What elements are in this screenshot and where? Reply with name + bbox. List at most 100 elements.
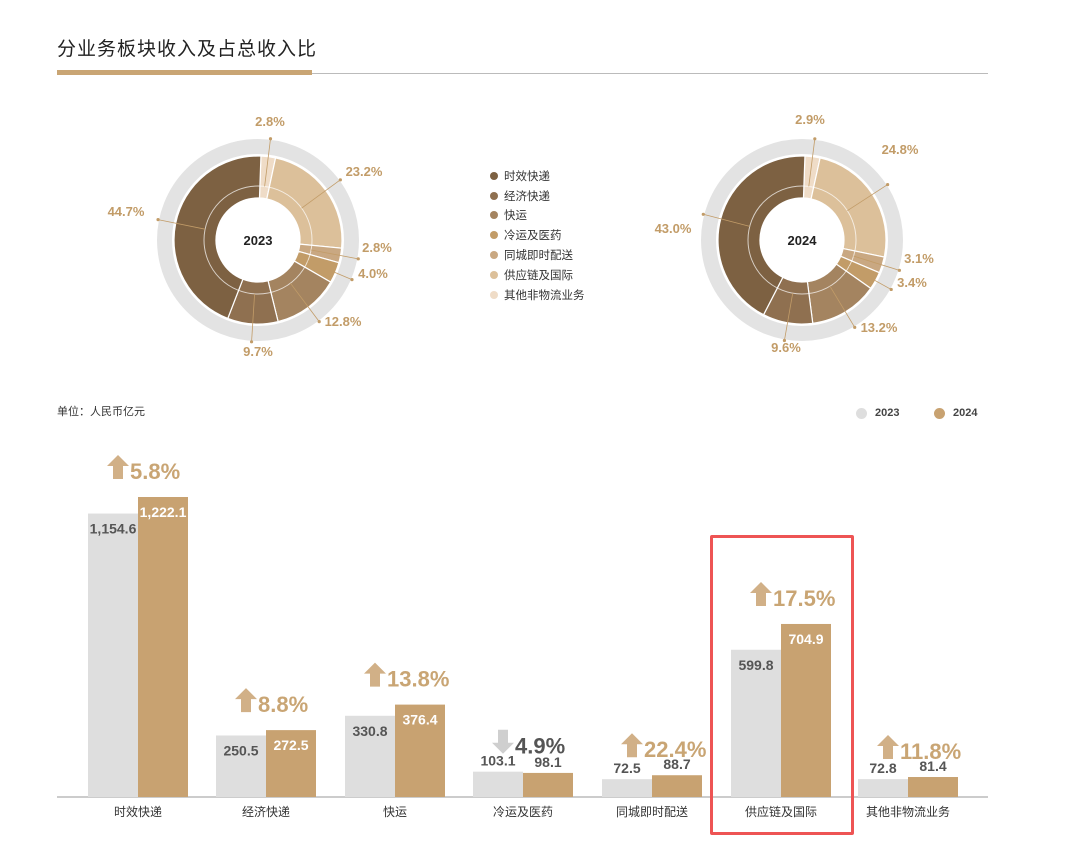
legend-swatch-2024 (934, 407, 945, 419)
donut-percent-label: 12.8% (325, 314, 362, 329)
legend-item-2023: 2023 (856, 407, 899, 419)
bar-value-2024: 272.5 (273, 737, 308, 753)
donut-leader-line (307, 260, 353, 281)
legend-swatch (490, 251, 498, 260)
donut-leader-line (290, 282, 320, 322)
donut-inner-ring (747, 185, 857, 295)
growth-label: 4.9% (515, 734, 565, 759)
donut-leader-line (847, 184, 888, 211)
legend-item-2024: 2024 (934, 407, 977, 419)
donut-leader-line (829, 286, 856, 328)
donut-leader-dot (701, 212, 705, 216)
legend-label: 经济快递 (504, 188, 550, 203)
donut-slice (717, 155, 806, 316)
bar-value-2023: 1,154.6 (90, 521, 137, 537)
bar-2023 (216, 735, 266, 797)
donut-center-label: 2024 (788, 233, 818, 248)
legend-item: 经济快递 (490, 186, 585, 206)
donut-percent-label: 23.2% (346, 164, 383, 179)
donut-percent-label: 13.2% (861, 320, 898, 335)
growth-label: 5.8% (130, 459, 180, 484)
growth-label: 8.8% (258, 692, 308, 717)
bar-2023 (345, 715, 395, 797)
bar-2024 (908, 777, 958, 797)
legend-swatch-2023 (856, 407, 867, 419)
bar-value-2024: 88.7 (663, 756, 690, 772)
bar-value-2024: 376.4 (402, 712, 437, 728)
legend-swatch (490, 231, 498, 240)
legend-item: 供应链及国际 (490, 265, 585, 285)
donut-leader-dot (813, 137, 817, 141)
bar-2023 (858, 779, 908, 797)
donut-leader-dot (356, 257, 360, 261)
legend-swatch (490, 270, 498, 279)
highlight-box (710, 535, 854, 835)
donut-percent-label: 9.7% (243, 344, 273, 359)
growth-label: 17.5% (773, 586, 835, 611)
donut-leader-dot (889, 287, 893, 292)
donut-leader-line (301, 179, 341, 209)
donut-leader-line (853, 255, 900, 271)
donut-percent-label: 3.4% (897, 275, 927, 290)
donut-percent-label: 2.8% (255, 114, 285, 129)
bar-2024 (523, 772, 573, 797)
legend-swatch (490, 211, 498, 220)
category-label: 同城即时配送 (616, 804, 688, 819)
legend-label: 快运 (504, 208, 527, 223)
growth-label: 11.8% (900, 739, 961, 764)
donut-leader-dot (350, 278, 354, 282)
legend-label: 同城即时配送 (504, 248, 573, 263)
donut-leader-dot (897, 268, 901, 272)
category-label: 其他非物流业务 (866, 804, 950, 819)
bar-value-2023: 330.8 (352, 723, 387, 739)
growth-up-arrow (364, 662, 386, 687)
bar-value-2024: 81.4 (919, 758, 946, 774)
donut-leader-line (264, 138, 271, 187)
donut-percent-label: 4.0% (358, 266, 388, 281)
donut-leader-dot (886, 182, 890, 187)
bar-2024 (652, 775, 702, 797)
donut-slice (266, 157, 343, 249)
bar-2024 (781, 623, 831, 797)
bar-2023 (88, 513, 138, 797)
donut-center-label: 2023 (244, 233, 273, 248)
donut-inner-ring (203, 185, 313, 295)
page-title: 分业务板块收入及占总收入比 (57, 38, 318, 60)
donut-leader-dot (338, 178, 342, 182)
bar-value-2023: 72.5 (613, 760, 640, 776)
legend-label-2023: 2023 (875, 407, 900, 419)
legend-item: 时效快递 (490, 166, 585, 186)
title-accent-bar (57, 70, 312, 75)
donut-hole (222, 204, 294, 276)
bar-value-2024: 98.1 (534, 754, 561, 770)
growth-down-arrow (492, 729, 514, 754)
growth-up-arrow (750, 581, 772, 606)
category-label: 供应链及国际 (745, 804, 817, 819)
bar-value-2023: 599.8 (738, 657, 773, 673)
donut-leader-line (849, 265, 892, 290)
donut-legend: 时效快递 经济快递 快运 冷运及医药 同城即时配送 供应链及国际 其他非物流业务 (490, 166, 585, 305)
legend-item: 同城即时配送 (490, 245, 585, 265)
donut-leader-line (703, 213, 750, 227)
donut-percent-label: 24.8% (882, 142, 919, 157)
donut-percent-label: 44.7% (108, 204, 145, 219)
bar-value-2024: 1,222.1 (140, 504, 187, 520)
legend-label: 供应链及国际 (504, 267, 573, 282)
donut-leader-line (784, 293, 794, 341)
legend-item: 冷运及医药 (490, 225, 585, 245)
donut-percent-label: 43.0% (655, 221, 692, 236)
donut-percent-label: 9.6% (771, 340, 801, 355)
legend-label-2024: 2024 (953, 407, 978, 419)
donut-leader-dot (156, 217, 160, 222)
legend-swatch (490, 171, 498, 180)
bar-value-2023: 72.8 (869, 760, 896, 776)
category-label: 快运 (383, 805, 407, 819)
growth-label: 22.4% (644, 737, 706, 762)
bar-2023 (473, 771, 523, 797)
donut-leader-dot (317, 319, 321, 324)
category-label: 经济快递 (242, 804, 290, 819)
bar-2023 (602, 779, 652, 797)
donut-percent-label: 2.8% (362, 240, 392, 255)
bar-2024 (266, 730, 316, 797)
